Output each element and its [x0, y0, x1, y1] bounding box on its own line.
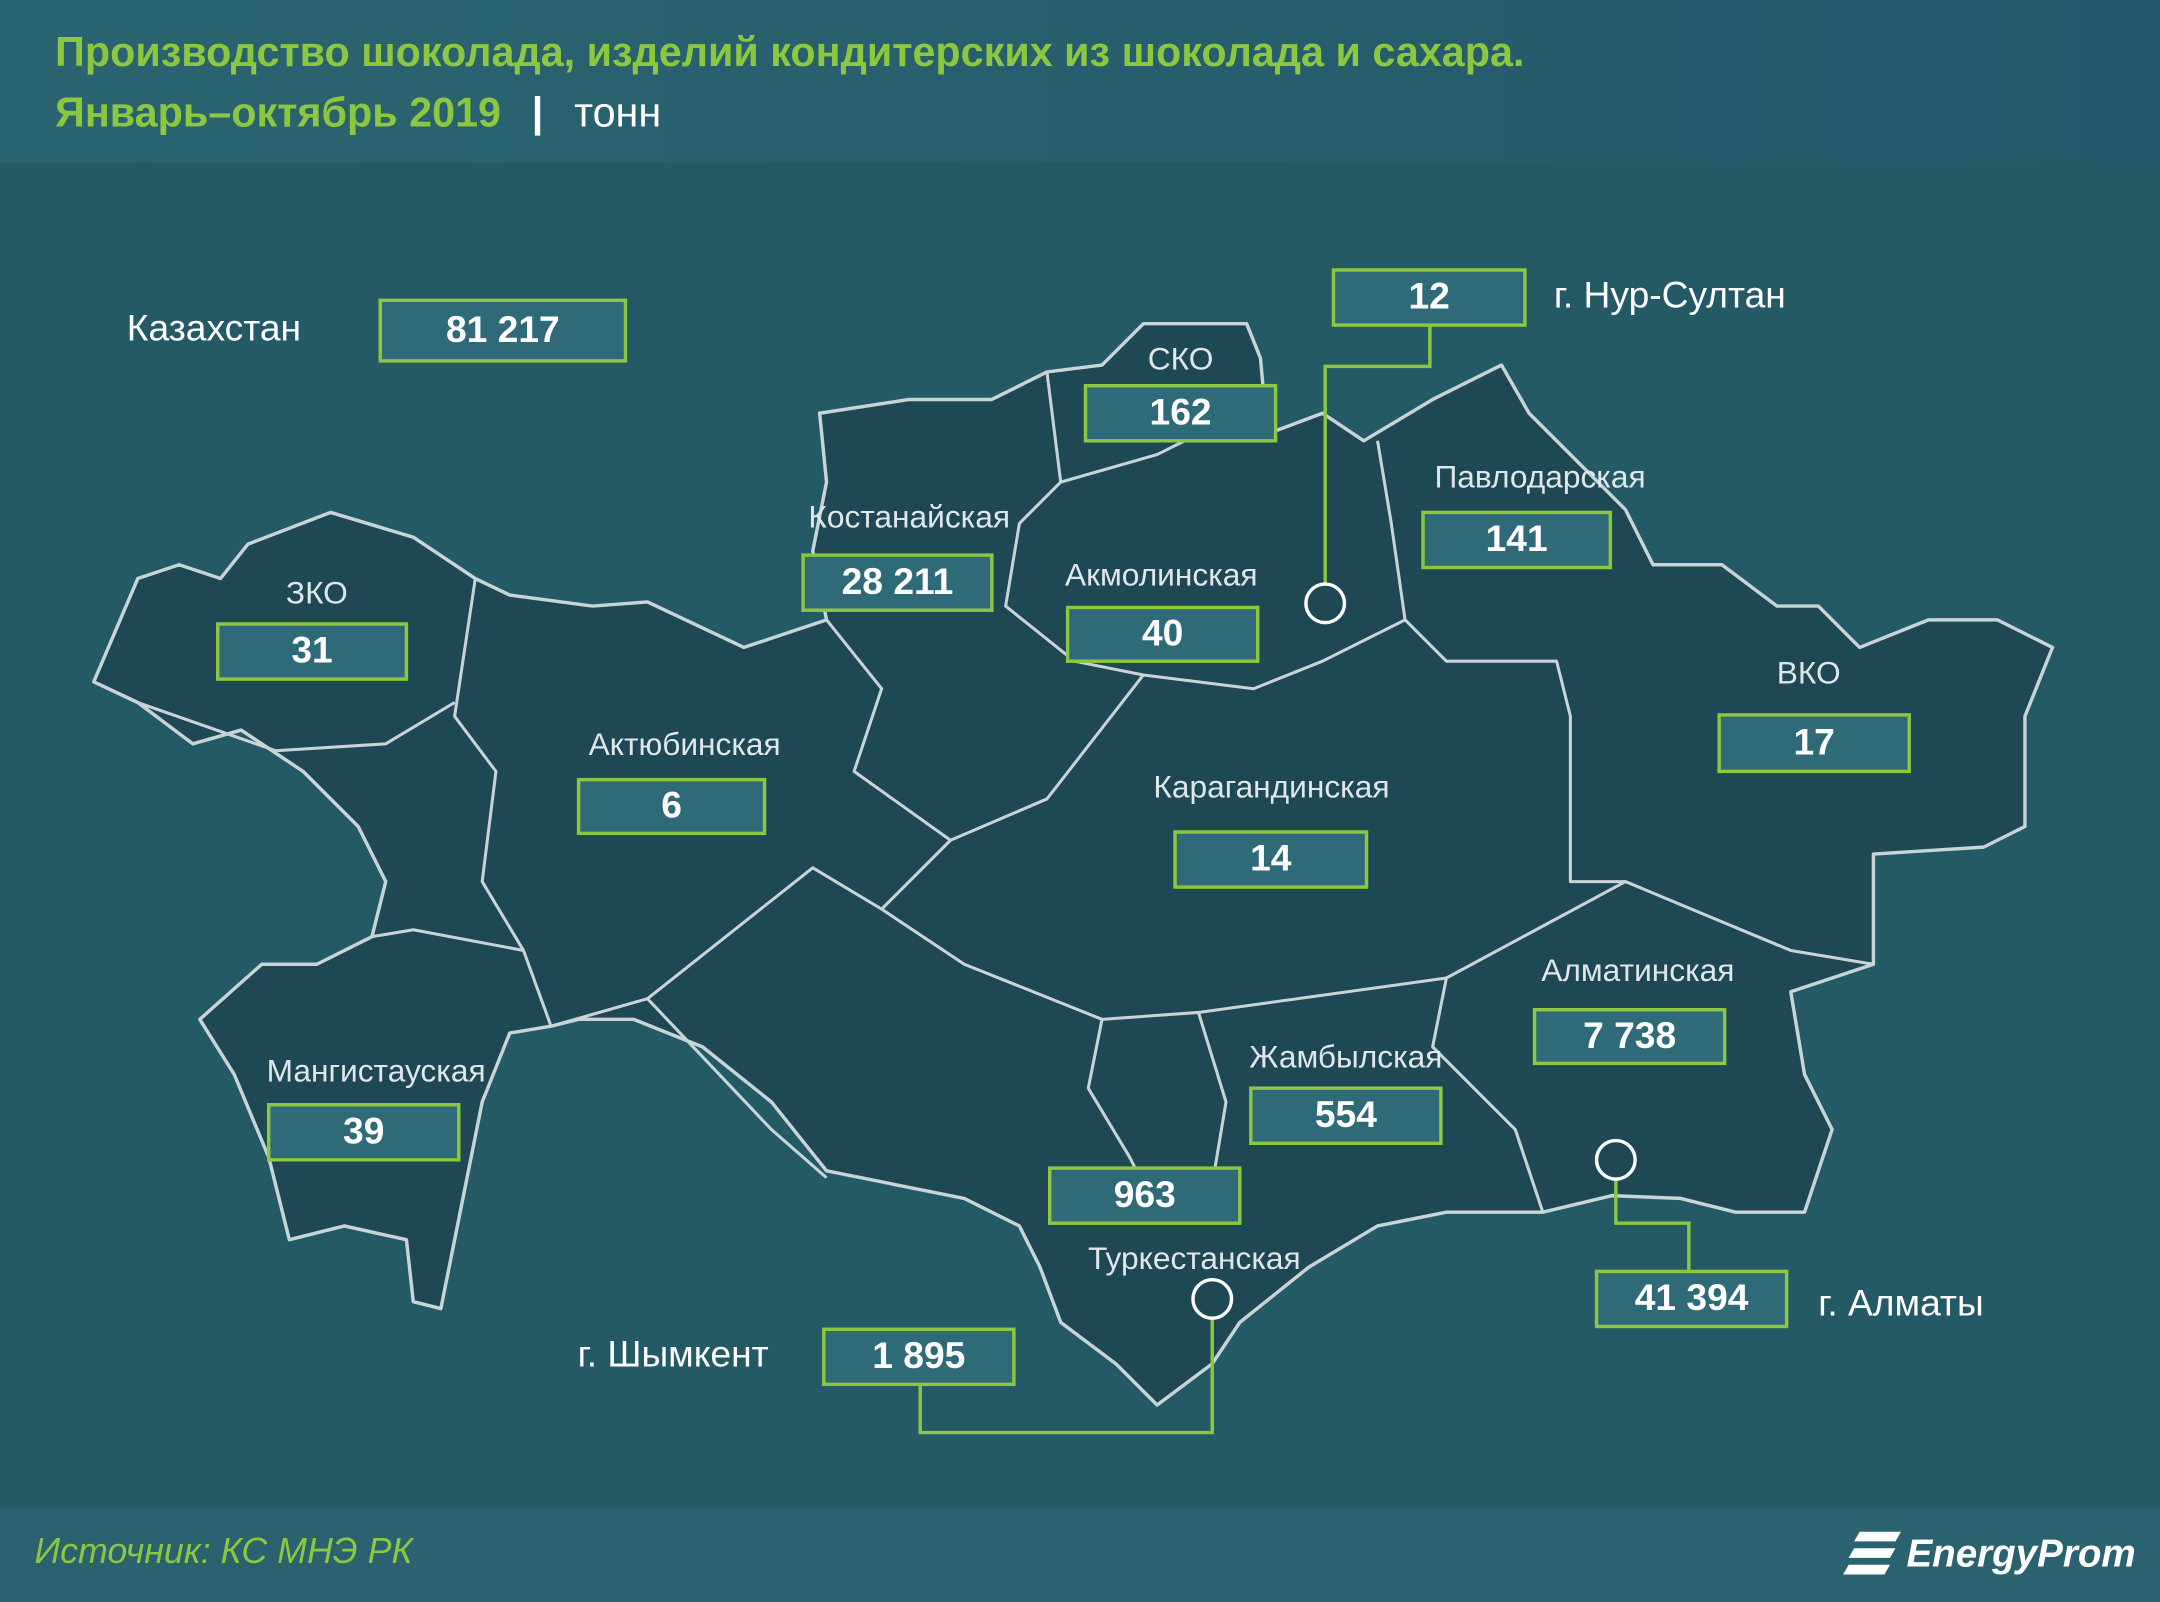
separator: |	[532, 90, 544, 136]
region-labels: 81 217 Казахстан 31 ЗКО 6 Актюбинская 28 211 Ко…	[127, 268, 1984, 1387]
region-name: Актюбинская	[589, 726, 781, 762]
region-value: 14	[1250, 837, 1292, 879]
value-box	[1532, 1007, 1727, 1066]
region-value: 41 394	[1635, 1276, 1749, 1318]
region-value: 12	[1409, 275, 1450, 317]
title: Производство шоколада, изделий кондитерс…	[55, 29, 1524, 75]
header-band	[0, 0, 2160, 163]
subtitle: Январь–октябрь 2019 | тонн	[55, 90, 661, 136]
value-box	[1065, 605, 1260, 663]
region-name: Туркестанская	[1088, 1240, 1301, 1276]
region-name: ВКО	[1777, 654, 1841, 690]
value-box	[266, 1103, 461, 1162]
region-value: 141	[1486, 517, 1548, 559]
connectors	[918, 325, 1691, 1435]
period: Январь–октябрь 2019	[55, 90, 501, 136]
region-name: СКО	[1148, 340, 1214, 376]
city-marker	[1304, 582, 1347, 625]
logo: EnergyProm	[1843, 1531, 2136, 1576]
region-value: 17	[1794, 720, 1835, 762]
region-value: 6	[661, 784, 682, 826]
value-box	[1047, 1166, 1242, 1225]
connector	[1323, 325, 1432, 585]
value-box	[822, 1327, 1016, 1387]
region-name: Павлодарская	[1435, 459, 1646, 495]
city-marker	[1191, 1277, 1234, 1320]
connector	[918, 1318, 1214, 1435]
region-value: 31	[291, 629, 332, 671]
connector	[1614, 1179, 1691, 1272]
value-box	[1331, 268, 1527, 327]
city-marker	[1594, 1138, 1637, 1181]
value-box	[801, 553, 994, 612]
region-name: Алматинская	[1541, 952, 1734, 988]
value-box	[1083, 383, 1278, 443]
region-value: 39	[343, 1109, 384, 1151]
source: Источник: КС МНЭ РК	[34, 1531, 414, 1571]
region-name: Карагандинская	[1153, 769, 1389, 805]
value-box	[1421, 510, 1613, 570]
value-box	[378, 298, 628, 363]
region-value: 1 895	[872, 1334, 965, 1376]
value-box	[215, 622, 409, 681]
region-value: 162	[1150, 390, 1212, 432]
logo-text: EnergyProm	[1906, 1533, 2135, 1576]
value-box	[1717, 713, 1911, 774]
value-box	[1173, 830, 1369, 889]
region-name: Казахстан	[127, 306, 301, 348]
region-name: г. Шымкент	[578, 1333, 769, 1375]
region-value: 7 738	[1583, 1014, 1676, 1056]
region-name: Акмолинская	[1065, 557, 1258, 593]
region-value: 81 217	[446, 308, 560, 350]
country-outline	[92, 321, 2055, 1407]
region-value: 40	[1142, 612, 1183, 654]
region-value: 28 211	[842, 560, 954, 602]
region-value: 963	[1114, 1173, 1176, 1215]
value-box	[1594, 1269, 1789, 1329]
region-value: 554	[1315, 1093, 1377, 1135]
region-name: ЗКО	[286, 574, 348, 610]
region-name: Мангистауская	[267, 1052, 486, 1088]
unit: тонн	[574, 90, 661, 136]
logo-icon	[1843, 1531, 1901, 1575]
region-name: г. Нур-Султан	[1554, 273, 1786, 315]
region-name: Костанайская	[808, 499, 1010, 535]
region-name: Жамбылская	[1249, 1039, 1442, 1075]
value-box	[1249, 1086, 1443, 1146]
footer-band	[0, 1508, 2160, 1602]
region-name: г. Алматы	[1818, 1282, 1983, 1324]
value-box	[576, 777, 767, 836]
